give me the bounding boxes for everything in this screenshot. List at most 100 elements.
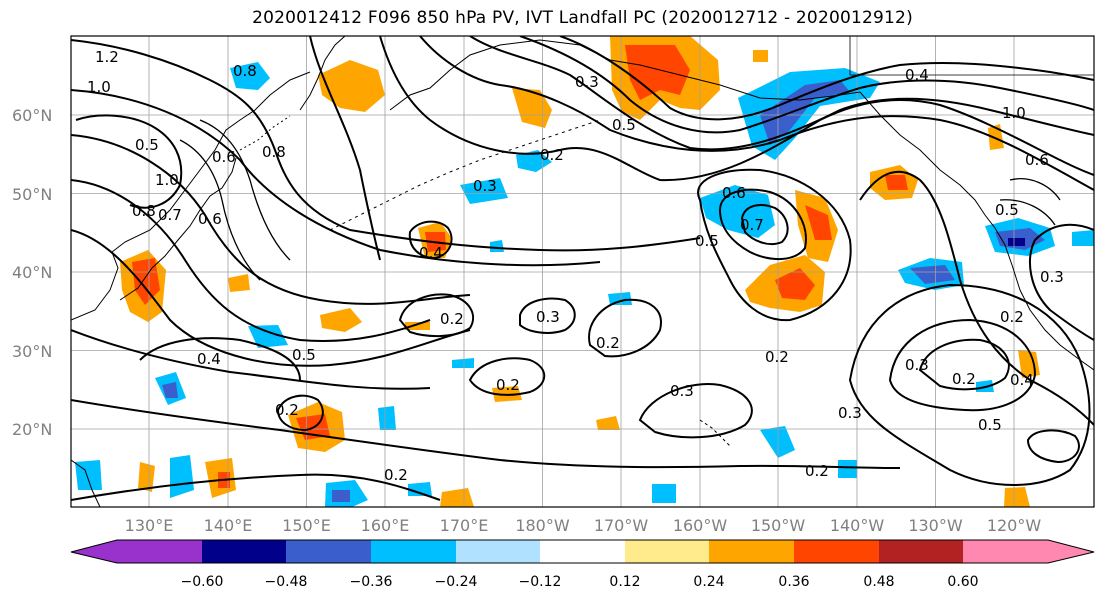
colorbar-tick-label: 0.12 xyxy=(609,574,640,590)
contour-label: 0.8 xyxy=(132,202,156,220)
kuril-islands xyxy=(239,115,291,151)
pv-negative-patch xyxy=(248,325,288,348)
contour-label: 0.4 xyxy=(905,66,929,84)
contour-label: 0.7 xyxy=(158,206,182,224)
pv-positive-patch xyxy=(318,60,385,112)
contour-label: 0.2 xyxy=(596,334,620,352)
colorbar-tick-label: 0.48 xyxy=(863,574,894,590)
pv-negative-patch xyxy=(700,185,775,238)
pv-contours-thin xyxy=(179,119,1061,281)
pv-positive-patch xyxy=(805,205,832,240)
colorbar-segment xyxy=(371,540,456,563)
contour-label: 0.2 xyxy=(440,310,464,328)
lon-label: 130°E xyxy=(125,516,174,535)
contour-label: 0.4 xyxy=(419,244,443,262)
pv-negative-patch xyxy=(1008,238,1025,246)
pv-negative-patch xyxy=(332,490,350,502)
contour-label: 0.5 xyxy=(695,232,719,250)
contour-label: 0.3 xyxy=(575,73,599,91)
philippines-coast xyxy=(71,459,101,507)
contour-label: 0.3 xyxy=(473,177,497,195)
colorbar-segment xyxy=(286,540,371,563)
pv-negative-patch xyxy=(1072,230,1094,246)
pv-positive-patch xyxy=(320,308,362,332)
contour-label: 1.0 xyxy=(87,78,111,96)
lon-label: 120°W xyxy=(987,516,1042,535)
pv-negative-patch xyxy=(162,382,178,398)
contour-label: 0.2 xyxy=(952,370,976,388)
contour-label: 1.0 xyxy=(1002,104,1026,122)
pv-positive-patch xyxy=(1004,487,1030,507)
contour-label: 0.6 xyxy=(212,148,236,166)
colorbar-tick-label: −0.12 xyxy=(519,574,562,590)
lat-label-40n: 40°N xyxy=(12,263,52,282)
contour-label: 0.2 xyxy=(805,462,829,480)
pv-negative-patch xyxy=(490,240,504,252)
colorbar-tick-label: −0.60 xyxy=(181,574,224,590)
pv-negative-patch xyxy=(408,482,432,496)
gridlines xyxy=(71,36,1094,507)
contour-label: 0.2 xyxy=(384,466,408,484)
contour-label: 0.5 xyxy=(292,346,316,364)
map-border xyxy=(70,35,1095,508)
pv-positive-patch xyxy=(753,50,768,62)
pv-negative-patch xyxy=(760,80,850,145)
contour-label: 1.0 xyxy=(155,171,179,189)
lat-label-50n: 50°N xyxy=(12,185,52,204)
pv-positive-patch xyxy=(228,274,250,292)
colorbar-extend-left xyxy=(71,540,117,563)
contour-label: 0.4 xyxy=(197,350,221,368)
contour-label: 0.2 xyxy=(765,348,789,366)
contour-label: 0.5 xyxy=(135,136,159,154)
pv-negative-patch xyxy=(230,62,270,90)
contour-labels: 1.2 1.0 0.5 1.0 0.8 0.7 0.6 0.4 0.5 0.2 … xyxy=(87,48,1064,484)
colorbar-tick-label: −0.24 xyxy=(435,574,478,590)
colorbar-segment xyxy=(540,540,625,563)
colorbar-tick-label: 0.60 xyxy=(947,574,978,590)
contour-label: 0.8 xyxy=(262,143,286,161)
colorbar-segment xyxy=(456,540,540,563)
pv-negative-patch xyxy=(910,265,955,284)
contour-label: 0.7 xyxy=(740,216,764,234)
colorbar-tick-label: 0.24 xyxy=(693,574,724,590)
kamchatka-coast xyxy=(299,36,346,111)
lon-label: 150°W xyxy=(751,516,806,535)
contour-label: 0.3 xyxy=(1040,268,1064,286)
colorbar-segment xyxy=(963,540,1048,563)
pv-negative-patch xyxy=(838,460,857,478)
pv-negative-patch xyxy=(608,292,632,305)
lat-label-60n: 60°N xyxy=(12,106,52,125)
colorbar-segment xyxy=(202,540,286,563)
contour-label: 0.2 xyxy=(496,376,520,394)
pv-negative-patch xyxy=(652,484,676,503)
lon-label: 130°W xyxy=(908,516,963,535)
contour-label: 0.3 xyxy=(905,356,929,374)
colorbar-segment xyxy=(794,540,879,563)
contour-label: 0.8 xyxy=(233,62,257,80)
canada-border xyxy=(849,36,1094,76)
colorbar-labels: −0.60 −0.48 −0.36 −0.24 −0.12 0.12 0.24 … xyxy=(181,574,979,590)
lat-label-30n: 30°N xyxy=(12,342,52,361)
longitude-labels: 130°E 140°E 150°E 160°E 170°E 180°W 170°… xyxy=(125,516,1042,535)
lon-label: 140°E xyxy=(204,516,253,535)
lon-label: 160°E xyxy=(361,516,410,535)
colorbar-segment xyxy=(625,540,709,563)
pv-positive-patch xyxy=(405,322,430,330)
colorbar-segment xyxy=(709,540,794,563)
colorbar-extend-right xyxy=(1048,540,1094,563)
contour-label: 0.3 xyxy=(838,404,862,422)
lon-label: 150°E xyxy=(282,516,331,535)
contour-label: 0.3 xyxy=(536,308,560,326)
hawaii-islands xyxy=(699,419,731,447)
contour-label: 1.2 xyxy=(95,48,119,66)
pv-positive-patch xyxy=(138,462,155,492)
colorbar-tick-label: −0.36 xyxy=(350,574,393,590)
lon-label: 140°W xyxy=(830,516,885,535)
map-title: 2020012412 F096 850 hPa PV, IVT Landfall… xyxy=(252,8,913,28)
contour-label: 0.5 xyxy=(995,201,1019,219)
lat-label-20n: 20°N xyxy=(12,420,52,439)
pv-negative-patch xyxy=(760,426,795,458)
contour-label: 0.6 xyxy=(1025,151,1049,169)
latitude-labels: 20°N 30°N 40°N 50°N 60°N xyxy=(12,106,52,439)
